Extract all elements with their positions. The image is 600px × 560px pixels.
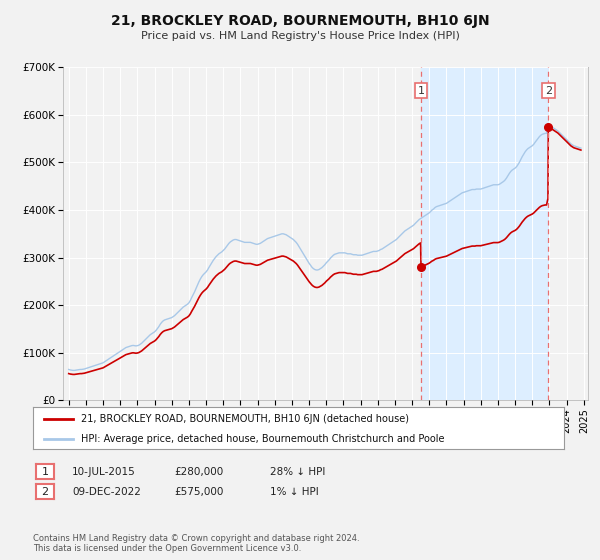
- Text: 09-DEC-2022: 09-DEC-2022: [72, 487, 141, 497]
- Text: 10-JUL-2015: 10-JUL-2015: [72, 466, 136, 477]
- Text: 2: 2: [545, 86, 552, 96]
- Bar: [421, 67, 548, 400]
- Text: 21, BROCKLEY ROAD, BOURNEMOUTH, BH10 6JN (detached house): 21, BROCKLEY ROAD, BOURNEMOUTH, BH10 6JN…: [81, 414, 409, 424]
- Text: 1: 1: [41, 466, 49, 477]
- Text: 21, BROCKLEY ROAD, BOURNEMOUTH, BH10 6JN: 21, BROCKLEY ROAD, BOURNEMOUTH, BH10 6JN: [110, 14, 490, 28]
- Text: This data is licensed under the Open Government Licence v3.0.: This data is licensed under the Open Gov…: [33, 544, 301, 553]
- Text: HPI: Average price, detached house, Bournemouth Christchurch and Poole: HPI: Average price, detached house, Bour…: [81, 433, 444, 444]
- Text: 28% ↓ HPI: 28% ↓ HPI: [270, 466, 325, 477]
- Text: 1: 1: [418, 86, 425, 96]
- Text: Contains HM Land Registry data © Crown copyright and database right 2024.: Contains HM Land Registry data © Crown c…: [33, 534, 359, 543]
- Text: Price paid vs. HM Land Registry's House Price Index (HPI): Price paid vs. HM Land Registry's House …: [140, 31, 460, 41]
- Text: £280,000: £280,000: [174, 466, 223, 477]
- Text: £575,000: £575,000: [174, 487, 223, 497]
- Text: 2: 2: [41, 487, 49, 497]
- Text: 1% ↓ HPI: 1% ↓ HPI: [270, 487, 319, 497]
